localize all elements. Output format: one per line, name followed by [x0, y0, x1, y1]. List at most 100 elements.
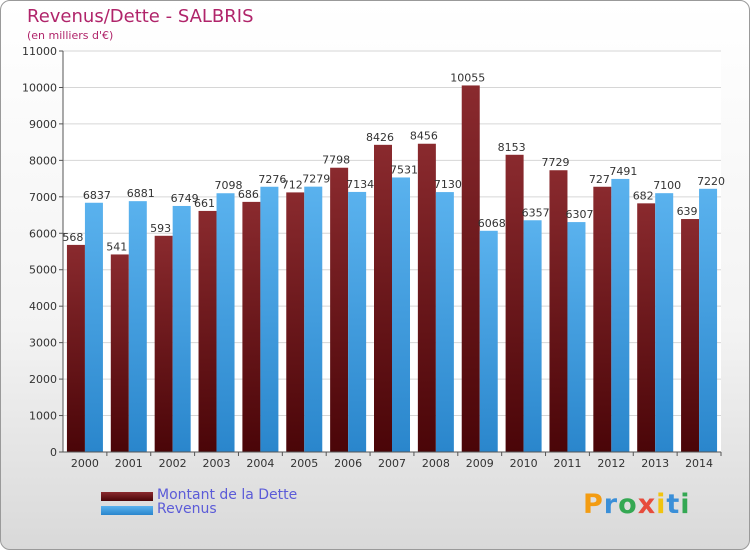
data-label: 712 — [282, 178, 303, 191]
bar-revenus — [84, 202, 103, 452]
bar-dette — [154, 235, 173, 452]
x-tick-label: 2013 — [641, 457, 669, 470]
bar-revenus — [260, 186, 279, 453]
x-tick-label: 2001 — [115, 457, 143, 470]
y-tick-label: 4000 — [29, 300, 57, 313]
y-tick-label: 5000 — [29, 264, 57, 277]
bar-dette — [461, 85, 480, 452]
data-label: 7279 — [302, 173, 330, 186]
bar-dette — [286, 192, 305, 453]
data-label: 7098 — [215, 179, 243, 192]
y-tick-label: 2000 — [29, 373, 57, 386]
y-tick-label: 7000 — [29, 191, 57, 204]
logo-letter: i — [656, 489, 667, 520]
y-tick-label: 3000 — [29, 337, 57, 350]
x-tick-label: 2011 — [553, 457, 581, 470]
data-label: 7130 — [434, 178, 462, 191]
legend-swatch-dette — [101, 492, 153, 501]
bar-dette — [374, 144, 392, 453]
x-tick-label: 2004 — [246, 457, 274, 470]
legend-label-dette: Montant de la Dette — [157, 487, 298, 503]
bar-dette — [637, 203, 656, 452]
data-label: 727 — [589, 173, 610, 186]
bar-revenus — [699, 188, 718, 452]
chart-title: Revenus/Dette - SALBRIS — [27, 6, 254, 27]
bar-revenus — [435, 192, 454, 452]
data-label: 593 — [150, 222, 171, 235]
bar-dette — [110, 254, 129, 452]
bar-dette — [198, 210, 217, 452]
logo-letter: i — [680, 489, 691, 520]
x-tick-label: 2008 — [422, 457, 450, 470]
data-label: 682 — [633, 189, 654, 202]
data-label: 639 — [677, 205, 698, 218]
data-label: 7220 — [697, 175, 725, 188]
bar-dette — [681, 219, 700, 452]
x-tick-label: 2014 — [685, 457, 713, 470]
data-label: 8456 — [410, 130, 438, 143]
bar-revenus — [128, 201, 147, 452]
x-tick-label: 2010 — [510, 457, 538, 470]
y-tick-label: 8000 — [29, 154, 57, 167]
logo-letter: r — [603, 489, 619, 520]
data-label: 7134 — [346, 178, 374, 191]
data-label: 8153 — [498, 141, 526, 154]
y-tick-label: 10000 — [22, 81, 57, 94]
bar-dette — [505, 154, 524, 453]
x-tick-label: 2007 — [378, 457, 406, 470]
bar-dette — [242, 201, 261, 452]
data-label: 6068 — [478, 217, 506, 230]
data-label: 7100 — [653, 179, 681, 192]
data-label: 7276 — [258, 173, 286, 186]
bar-revenus — [172, 205, 191, 452]
logo-letter: t — [666, 489, 681, 520]
logo-letter: P — [583, 489, 604, 520]
chart-subtitle: (en milliers d'€) — [27, 29, 114, 42]
bar-dette — [593, 186, 612, 453]
bars-layer — [66, 85, 718, 453]
bar-dette — [330, 167, 349, 452]
x-tick-label: 2002 — [159, 457, 187, 470]
bar-dette — [549, 170, 568, 453]
bar-revenus — [655, 193, 674, 452]
y-tick-label: 6000 — [29, 227, 57, 240]
data-label: 6881 — [127, 187, 155, 200]
data-label: 8426 — [366, 131, 394, 144]
bar-revenus — [523, 220, 542, 452]
data-label: 541 — [106, 240, 127, 253]
data-label: 7729 — [541, 156, 569, 169]
y-tick-label: 0 — [50, 446, 57, 459]
y-tick-label: 9000 — [29, 118, 57, 131]
legend-label-revenus: Revenus — [157, 501, 217, 517]
axis-layer: 0 1000 2000 3000 4000 5000 6000 7000 8000 9000 100… — [22, 45, 722, 470]
data-label: 7491 — [609, 165, 637, 178]
y-tick-label: 1000 — [29, 410, 57, 423]
data-label: 6307 — [565, 208, 593, 221]
bar-revenus — [216, 193, 235, 452]
data-label: 7531 — [390, 163, 418, 176]
data-label: 6357 — [522, 206, 550, 219]
x-tick-label: 2012 — [597, 457, 625, 470]
data-label: 568 — [62, 231, 83, 244]
x-tick-label: 2009 — [466, 457, 494, 470]
x-tick-label: 2003 — [203, 457, 231, 470]
legend-swatch-revenus — [101, 506, 153, 515]
logo-letter: o — [618, 489, 638, 520]
logo-letter: x — [637, 489, 657, 520]
bar-revenus — [611, 178, 630, 452]
proxiti-logo: Proxiti — [583, 489, 691, 520]
bar-revenus — [348, 191, 367, 452]
data-label: 6837 — [83, 189, 111, 202]
bar-revenus — [392, 177, 410, 452]
bar-dette — [417, 143, 436, 452]
x-tick-label: 2006 — [334, 457, 362, 470]
x-tick-label: 2005 — [290, 457, 318, 470]
bar-revenus — [479, 230, 498, 452]
bar-dette — [66, 244, 85, 452]
data-label: 10055 — [450, 71, 485, 84]
data-label: 6749 — [171, 192, 199, 205]
data-label: 686 — [238, 188, 259, 201]
